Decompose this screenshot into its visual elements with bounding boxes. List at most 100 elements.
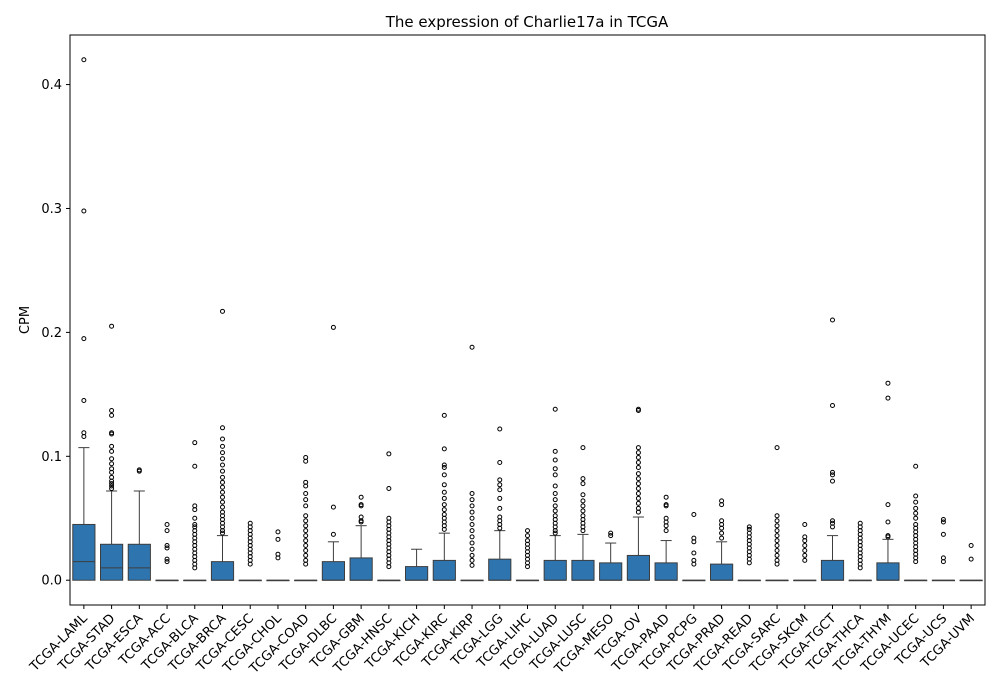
outlier-point [968, 556, 974, 562]
outlier-point [220, 479, 225, 485]
outlier-point [830, 478, 835, 484]
box-tcga-read [737, 524, 761, 582]
outlier-point [746, 524, 752, 530]
iqr-box [626, 554, 650, 581]
outlier-point [164, 545, 170, 551]
outlier-point [441, 464, 447, 470]
outlier-point [857, 565, 863, 571]
outlier-point [552, 497, 558, 503]
iqr-box [710, 563, 734, 581]
outlier-point [358, 494, 364, 500]
outlier-point [635, 486, 641, 492]
outlier-point [330, 324, 336, 330]
y-tick-label: 0.3 [41, 202, 62, 217]
outlier-point [635, 481, 641, 487]
outlier-point [220, 489, 225, 495]
outlier-point [940, 517, 946, 522]
outlier-point [552, 530, 558, 536]
outlier-point [303, 547, 309, 553]
box-tcga-pcpg [682, 512, 706, 582]
outlier-point [774, 547, 780, 553]
outlier-point [580, 498, 586, 504]
outlier-point [220, 484, 225, 490]
outlier-point [635, 490, 641, 496]
outlier-point [220, 528, 225, 534]
outlier-point [525, 564, 530, 570]
outlier-point [552, 457, 558, 463]
outlier-point [469, 540, 475, 546]
box-tcga-thca [848, 520, 872, 582]
iqr-box [599, 562, 623, 581]
outlier-point [469, 552, 475, 558]
outlier-point [580, 503, 586, 509]
outlier-point [497, 482, 503, 488]
iqr-box [820, 559, 845, 581]
outlier-point [109, 469, 115, 475]
iqr-box [543, 559, 567, 581]
y-axis: 0.0 0.1 0.2 0.3 0.4 [41, 78, 70, 589]
outlier-point [635, 471, 641, 477]
outlier-point [802, 543, 808, 549]
outlier-point [580, 492, 586, 498]
outlier-point [635, 450, 641, 456]
box-tcga-skcm [793, 521, 817, 582]
outlier-point [220, 494, 225, 500]
box-tcga-stad [100, 323, 124, 581]
outlier-point [220, 425, 225, 431]
iqr-box [210, 561, 235, 581]
outlier-point [635, 476, 641, 482]
outlier-point [774, 523, 780, 529]
box-tcga-sarc [765, 445, 789, 582]
outlier-point [830, 518, 835, 524]
box-tcga-tgct [820, 317, 845, 581]
box-tcga-lusc [571, 445, 595, 581]
outlier-point [303, 490, 309, 496]
outlier-point [109, 483, 115, 489]
iqr-box [405, 566, 429, 581]
box-tcga-luad [543, 406, 567, 581]
outlier-point [469, 521, 475, 527]
outlier-point [802, 538, 808, 544]
outlier-point [441, 472, 447, 478]
outlier-point [330, 504, 336, 510]
outlier-point [358, 503, 364, 509]
outlier-point [81, 57, 87, 63]
outlier-point [81, 208, 87, 214]
outlier-point [885, 395, 891, 401]
iqr-box [432, 559, 456, 581]
y-tick-label: 0.1 [41, 450, 62, 465]
outlier-point [247, 561, 253, 567]
outlier-point [719, 530, 725, 536]
iqr-box [127, 543, 151, 581]
outlier-point [220, 443, 225, 449]
outlier-point [330, 531, 336, 537]
outlier-point [913, 499, 919, 505]
outlier-point [109, 486, 115, 492]
outlier-point [303, 523, 309, 529]
outlier-point [164, 559, 170, 565]
outlier-point [192, 507, 198, 513]
outlier-point [830, 469, 835, 475]
iqr-box [72, 523, 96, 581]
outlier-point [303, 543, 309, 549]
outlier-point [220, 504, 225, 510]
outlier-point [774, 518, 780, 524]
outlier-point [386, 486, 392, 492]
outlier-point [663, 528, 669, 534]
outlier-point [220, 462, 225, 468]
outlier-point [220, 450, 225, 456]
outlier-point [552, 448, 558, 454]
outlier-point [913, 463, 919, 469]
outlier-point [552, 528, 558, 534]
iqr-box [100, 543, 124, 581]
outlier-point [885, 380, 891, 386]
outlier-point [81, 336, 87, 342]
outlier-point [525, 528, 530, 534]
y-tick-label: 0.0 [41, 574, 62, 589]
iqr-box [654, 562, 678, 581]
iqr-box [321, 561, 345, 581]
box-tcga-chol [266, 529, 290, 582]
outlier-point [580, 528, 586, 534]
outlier-point [830, 472, 835, 478]
